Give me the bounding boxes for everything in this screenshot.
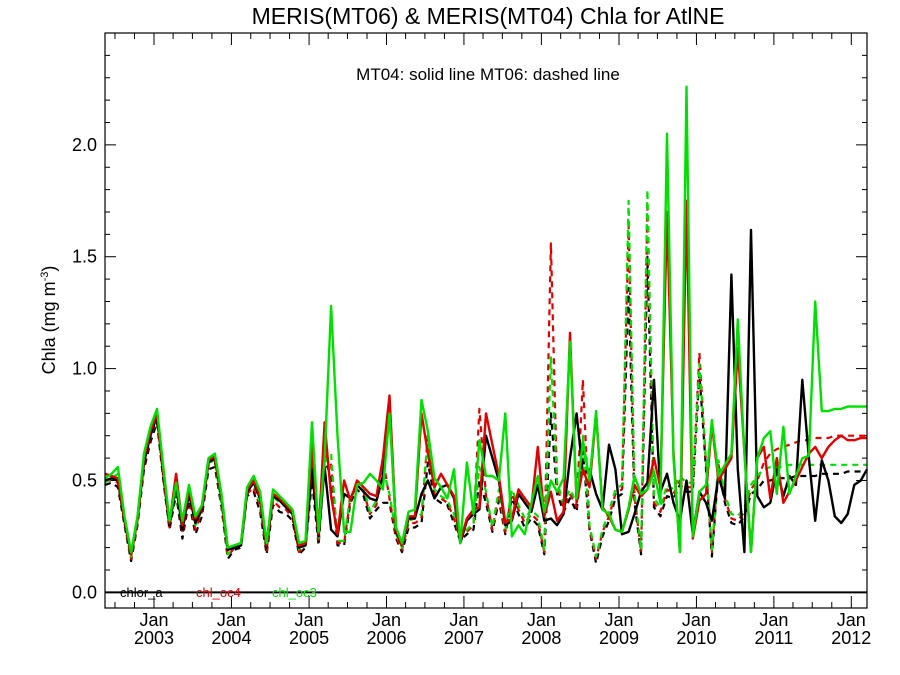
y-tick-label: 0.5: [72, 470, 97, 490]
x-tick-label-month: Jan: [527, 610, 556, 630]
axis-ticks: [105, 33, 867, 608]
legend-entry-chl-oc4: chl_oc4: [196, 585, 241, 600]
legend-entry-chlor-a: chlor_a: [120, 585, 163, 600]
plot-frame: [104, 32, 868, 609]
x-tick-label-year: 2007: [444, 628, 484, 648]
chart-title: MERIS(MT06) & MERIS(MT04) Chla for AtlNE: [252, 3, 725, 29]
series-line-chl_oc3-mt06: [104, 188, 867, 558]
y-tick-label: 1.5: [72, 247, 97, 267]
x-tick-label-month: Jan: [604, 610, 633, 630]
x-tick-label-year: 2011: [755, 628, 794, 648]
x-tick-labels: Jan2003Jan2004Jan2005Jan2006Jan2007Jan20…: [134, 610, 871, 648]
legend-entry-chl-oc3: chl_oc3: [272, 585, 317, 600]
y-axis-label: Chla (mg m-3): [39, 266, 59, 375]
series-line-chl_oc3: [104, 85, 867, 554]
series-line-chl_oc4-mt06: [105, 206, 867, 560]
x-tick-label-month: Jan: [139, 610, 168, 630]
x-tick-label-year: 2004: [211, 628, 251, 648]
x-tick-label-year: 2008: [521, 628, 561, 648]
x-tick-label-month: Jan: [217, 610, 246, 630]
y-tick-label: 0.0: [72, 582, 97, 602]
x-tick-label-month: Jan: [837, 610, 866, 630]
y-axis-label-superscript: -3: [39, 272, 51, 282]
y-tick-label: 1.0: [72, 359, 97, 379]
x-tick-label-month: Jan: [372, 610, 401, 630]
y-axis-label-main: Chla (mg m: [39, 281, 59, 374]
x-tick-label-month: Jan: [682, 610, 711, 630]
x-tick-label-month: Jan: [759, 610, 788, 630]
x-tick-label-year: 2012: [831, 628, 871, 648]
x-tick-label-year: 2005: [289, 628, 329, 648]
x-tick-label-month: Jan: [295, 610, 324, 630]
line-style-annotation: MT04: solid line MT06: dashed line: [356, 65, 620, 84]
series-line-chlor_a-mt06: [104, 255, 867, 565]
x-tick-label-month: Jan: [449, 610, 478, 630]
y-tick-label: 2.0: [72, 135, 97, 155]
x-tick-label-year: 2010: [676, 628, 716, 648]
y-axis-label-close: ): [39, 266, 59, 272]
x-tick-label-year: 2003: [134, 628, 174, 648]
y-tick-labels: 0.0 0.5 1.0 1.5 2.0: [72, 135, 97, 602]
series-lines: [104, 85, 869, 565]
x-tick-label-year: 2006: [366, 628, 406, 648]
x-tick-label-year: 2009: [599, 628, 639, 648]
series-line-chlor_a: [104, 228, 869, 556]
legend: chlor_a chl_oc4 chl_oc3: [120, 585, 317, 600]
